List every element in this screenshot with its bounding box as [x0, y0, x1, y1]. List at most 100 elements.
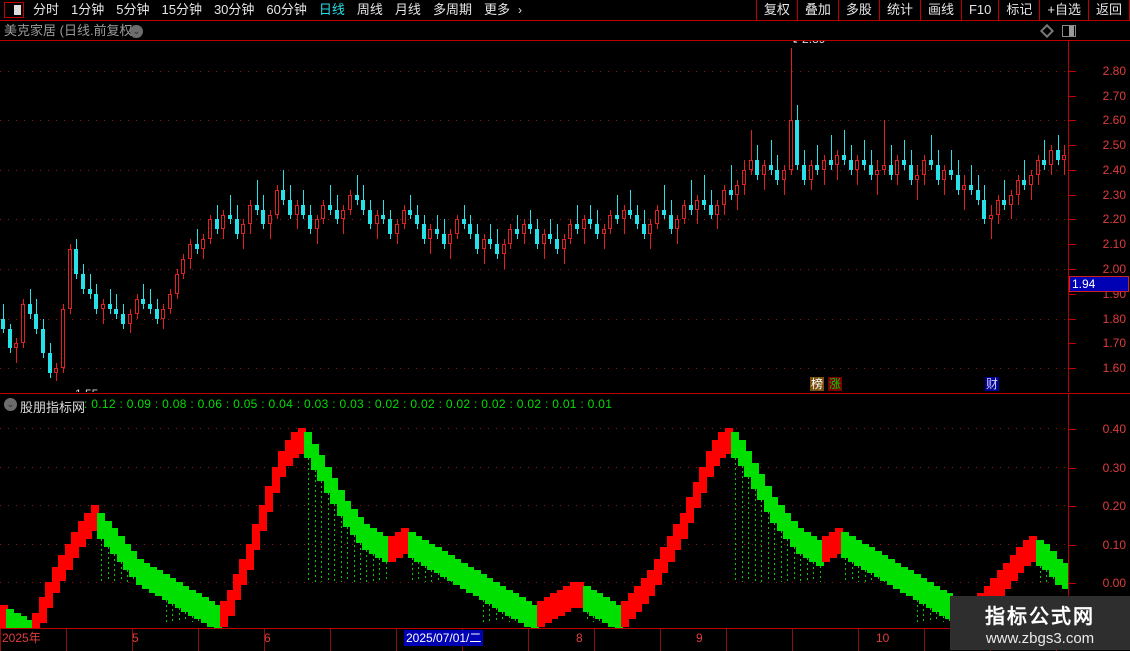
- ribbon-bar: [1016, 547, 1024, 574]
- ribbon-dot-column: [373, 554, 374, 582]
- ribbon-bar: [680, 512, 688, 539]
- period-0[interactable]: 分时: [33, 2, 60, 17]
- indicator-chart[interactable]: [0, 413, 1068, 628]
- indicator-axis: 0.40 0.30 0.20 0.10 0.00: [1068, 393, 1130, 628]
- ribbon-bar: [699, 466, 707, 493]
- ribbon-bar: [408, 532, 416, 559]
- ribbon-bar: [738, 439, 746, 466]
- ribbon-dot-column: [807, 558, 808, 582]
- indicator-axis-label: 0.40: [1102, 422, 1126, 437]
- ribbon-bar: [136, 558, 144, 585]
- date-label: 8: [576, 631, 583, 645]
- ribbon-bar: [718, 432, 726, 459]
- low-marker: ←1.55: [63, 387, 98, 392]
- period-10[interactable]: 更多: [483, 2, 510, 17]
- ribbon-bar: [1062, 562, 1068, 589]
- ribbon-bar: [731, 432, 739, 459]
- price-axis-label: 2.80: [1102, 63, 1126, 78]
- axis-tick: [1069, 195, 1076, 196]
- action-6[interactable]: 标记: [998, 0, 1039, 20]
- ribbon-bar: [414, 535, 422, 562]
- ribbon-bar: [634, 585, 642, 612]
- ribbon-dot-column: [1053, 577, 1054, 582]
- ribbon-bar: [362, 524, 370, 551]
- chevron-down-icon[interactable]: ⌄: [4, 398, 17, 411]
- ribbon-bar: [291, 432, 299, 459]
- price-chart[interactable]: ↙2.89 ←1.55 榜涨 财: [0, 40, 1068, 392]
- period-6[interactable]: 日线: [318, 2, 345, 17]
- ribbon-bar: [84, 512, 92, 539]
- date-tick: [924, 629, 925, 651]
- axis-tick: [1069, 368, 1076, 369]
- price-axis-label: 2.00: [1102, 262, 1126, 277]
- ribbon-dot-column: [101, 538, 102, 582]
- ribbon-bar: [466, 566, 474, 593]
- ribbon-bar: [744, 451, 752, 478]
- ribbon-dot-column: [923, 604, 924, 622]
- ribbon-bar: [246, 543, 254, 570]
- period-2[interactable]: 5分钟: [116, 2, 150, 17]
- ribbon-bar: [518, 597, 526, 624]
- ribbon-dot-column: [845, 558, 846, 582]
- gridline: [0, 368, 1068, 369]
- indicator-axis-label: 0.20: [1102, 499, 1126, 514]
- ribbon-bar: [667, 535, 675, 562]
- date-tick: [66, 629, 67, 651]
- ribbon-bar: [932, 585, 940, 612]
- ribbon-bar: [589, 589, 597, 616]
- layout-panel-icon[interactable]: [4, 2, 24, 18]
- axis-tick: [1069, 269, 1076, 270]
- ribbon-dot-column: [781, 531, 782, 582]
- gridline: [0, 319, 1068, 320]
- signal-marker: 财: [985, 377, 1000, 391]
- date-label: 9: [696, 631, 703, 645]
- ribbon-bar: [311, 443, 319, 470]
- period-7[interactable]: 周线: [356, 2, 383, 17]
- indicator-axis-label: 0.00: [1102, 575, 1126, 590]
- action-5[interactable]: F10: [960, 0, 998, 20]
- ribbon-bar: [207, 601, 215, 628]
- period-3[interactable]: 15分钟: [161, 2, 202, 17]
- ribbon-bar: [175, 581, 183, 608]
- ribbon-bar: [777, 505, 785, 532]
- ribbon-bar: [473, 570, 481, 597]
- action-4[interactable]: 画线: [919, 0, 961, 20]
- split-panel-icon[interactable]: [1062, 25, 1076, 37]
- ribbon-bar: [841, 532, 849, 559]
- ribbon-bar: [990, 578, 998, 605]
- ribbon-dot-column: [379, 558, 380, 582]
- period-4[interactable]: 30分钟: [213, 2, 255, 17]
- ribbon-bar: [919, 578, 927, 605]
- action-0[interactable]: 复权: [755, 0, 797, 20]
- action-7[interactable]: +自选: [1039, 0, 1088, 20]
- ribbon-dot-column: [813, 561, 814, 582]
- period-1[interactable]: 1分钟: [71, 2, 105, 17]
- action-1[interactable]: 叠加: [796, 0, 838, 20]
- period-8[interactable]: 月线: [394, 2, 421, 17]
- ribbon-dot-column: [1040, 565, 1041, 582]
- signal-marker: 榜: [810, 377, 825, 391]
- ribbon-dot-column: [930, 607, 931, 622]
- ribbon-dot-column: [483, 600, 484, 622]
- action-2[interactable]: 多股: [837, 0, 879, 20]
- action-3[interactable]: 统计: [878, 0, 920, 20]
- signal-marker: 涨: [828, 377, 843, 391]
- period-5[interactable]: 60分钟: [266, 2, 307, 17]
- action-8[interactable]: 返回: [1087, 0, 1130, 20]
- chevron-down-icon[interactable]: ⌄: [130, 25, 143, 38]
- ribbon-dot-column: [172, 604, 173, 622]
- period-9[interactable]: 多周期: [432, 2, 472, 17]
- ribbon-bar: [1023, 539, 1031, 566]
- ribbon-bar: [511, 593, 519, 620]
- axis-tick: [1069, 583, 1076, 584]
- ribbon-bar: [822, 535, 830, 562]
- date-label: 10: [876, 631, 890, 645]
- ribbon-dot-column: [127, 569, 128, 582]
- ribbon-bar: [52, 566, 60, 593]
- ribbon-bar: [602, 597, 610, 624]
- ribbon-bar: [401, 528, 409, 555]
- date-tick: [726, 629, 727, 651]
- ribbon-dot-column: [502, 611, 503, 622]
- chevron-right-icon[interactable]: ›: [517, 3, 522, 17]
- ribbon-dot-column: [949, 619, 950, 622]
